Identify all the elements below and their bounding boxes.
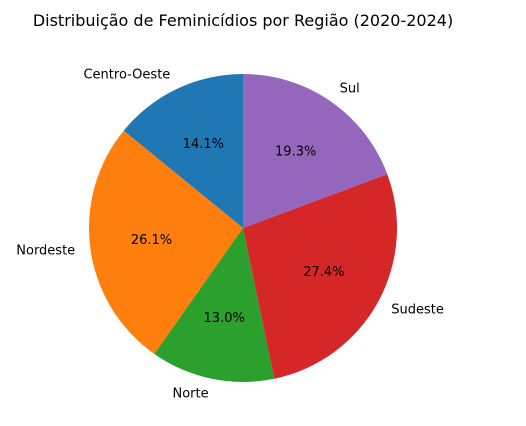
slice-pct-norte: 13.0% bbox=[204, 311, 245, 326]
slice-pct-nordeste: 26.1% bbox=[131, 233, 172, 248]
slice-pct-sul: 19.3% bbox=[275, 145, 316, 160]
pie-labels: Centro-Oeste 14.1% Nordeste 26.1% Norte 13.0%… bbox=[16, 68, 444, 402]
slice-pct-centro-oeste: 14.1% bbox=[183, 137, 224, 152]
slice-pct-sudeste: 27.4% bbox=[303, 265, 344, 280]
pie-slice-sudeste bbox=[243, 174, 397, 379]
pie-slice-norte bbox=[154, 228, 275, 382]
slice-label-nordeste: Nordeste bbox=[16, 244, 75, 259]
pie-slices bbox=[88, 74, 397, 382]
slice-label-centro-oeste: Centro-Oeste bbox=[83, 68, 170, 83]
slice-label-sudeste: Sudeste bbox=[391, 302, 444, 317]
slice-label-sul: Sul bbox=[340, 81, 360, 96]
chart-title: Distribuição de Feminicídios por Região … bbox=[33, 11, 453, 30]
pie-slice-nordeste bbox=[88, 130, 243, 354]
pie-slice-centro-oeste bbox=[123, 74, 243, 228]
pie-slice-sul bbox=[243, 74, 388, 228]
slice-label-norte: Norte bbox=[172, 386, 208, 401]
